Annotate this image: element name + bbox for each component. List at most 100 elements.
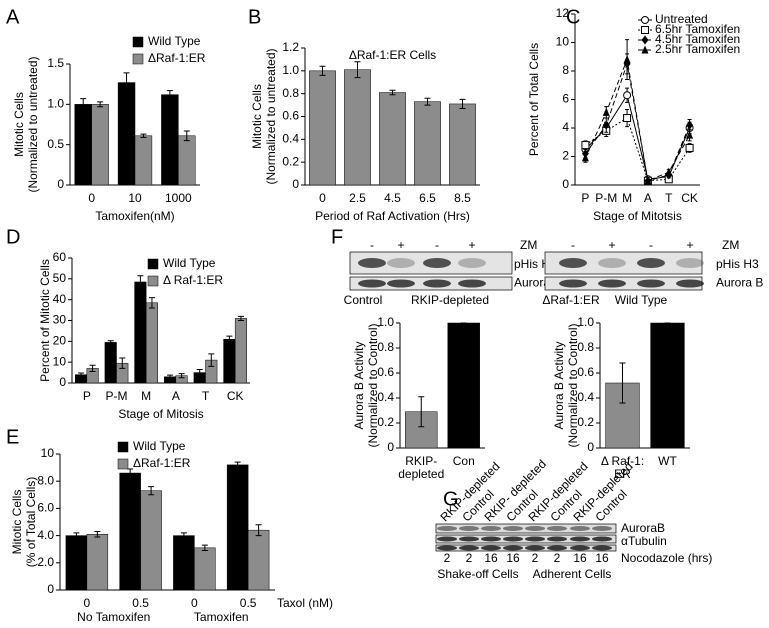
blot-band	[387, 258, 415, 268]
bar	[161, 94, 179, 186]
blot-band	[676, 279, 704, 288]
panel-letter: E	[6, 426, 19, 448]
x-tick-label: Con	[453, 454, 475, 468]
panel-letter: G	[443, 488, 459, 510]
error-bar	[123, 72, 130, 93]
bar	[91, 104, 109, 186]
y-tick-label: 8	[562, 63, 569, 77]
blot-band	[598, 279, 626, 288]
legend-swatch	[147, 258, 159, 270]
bar	[447, 322, 480, 449]
blot-band	[525, 536, 545, 542]
legend-label: Δ Raf-1:ER	[163, 273, 223, 287]
dose-label: 16	[506, 551, 520, 565]
y-tick-label: 0	[292, 177, 299, 191]
blot-band	[525, 545, 545, 551]
dose-label: 16	[595, 551, 609, 565]
legend-label: ΔRaf-1:ER	[133, 456, 191, 470]
bar	[119, 472, 141, 591]
x-tick-label: T	[202, 389, 210, 403]
bar	[74, 104, 92, 186]
error-bar	[80, 98, 87, 111]
marker	[623, 91, 632, 100]
dose-axis-label: Nocodazole (hrs)	[621, 551, 712, 565]
x-tick-label: ER	[614, 467, 631, 481]
y-tick-label: 0.8	[577, 340, 594, 354]
y-tick-label: 1.2	[282, 40, 299, 54]
marker	[644, 176, 652, 185]
x-tick-label: 0	[84, 596, 91, 610]
lane-sign: -	[571, 238, 575, 252]
y-tick-label: 6.0	[37, 501, 54, 515]
error-bar	[148, 297, 155, 309]
blot-band	[637, 279, 665, 288]
line	[585, 117, 690, 182]
legend-label: 2.5hr Tamoxifen	[655, 42, 740, 56]
blot-band	[598, 258, 626, 268]
bar	[414, 101, 441, 186]
bar	[140, 490, 162, 591]
blot-band	[437, 536, 457, 542]
x-tick-label: 0	[191, 596, 198, 610]
bar	[178, 135, 196, 186]
legend-label: Wild Type	[163, 256, 216, 270]
blot-band	[423, 258, 451, 268]
blot-band	[592, 536, 612, 542]
panel-letter: F	[331, 226, 343, 248]
x-tick-label: M	[622, 191, 632, 205]
panel-letter: C	[566, 6, 580, 28]
y-tick-label: 0.2	[282, 154, 299, 168]
error-bar	[208, 353, 215, 367]
y-tick-label: 2	[562, 149, 569, 163]
x-tick-label: 0	[88, 191, 95, 205]
row-label: Aurora B	[716, 276, 763, 290]
dose-label: 2	[532, 551, 539, 565]
x-tick-label: CK	[681, 191, 698, 205]
bar	[449, 103, 476, 186]
group-label: No Tamoxifen	[77, 610, 150, 624]
blot-band	[559, 258, 587, 268]
panel-letter: B	[248, 6, 261, 28]
blot-band	[458, 279, 486, 288]
error-bar	[167, 374, 174, 379]
legend-swatch	[132, 36, 144, 48]
dose-label: 2	[466, 551, 473, 565]
marker	[686, 120, 694, 130]
blot-band	[503, 545, 523, 551]
error-bar	[201, 544, 208, 552]
error-bar	[73, 532, 80, 539]
y-tick-label: 0.2	[377, 415, 394, 429]
blot-band	[570, 536, 590, 542]
x-tick-label: P	[581, 191, 589, 205]
y-tick-label: 1.0	[377, 315, 394, 329]
blot-band	[570, 526, 590, 531]
dose-label: 16	[484, 551, 498, 565]
marker	[581, 141, 590, 150]
x-tick-label: 8.5	[454, 191, 471, 205]
y-tick-label: 30	[53, 313, 67, 327]
blot-band	[358, 279, 386, 288]
blot-band	[676, 258, 704, 268]
legend-label: ΔRaf-1:ER	[148, 51, 206, 65]
x-tick-label: 0.5	[240, 596, 257, 610]
lane-sign: -	[370, 238, 374, 252]
dose-label: 16	[573, 551, 587, 565]
error-bar	[166, 90, 173, 100]
blot-band	[592, 545, 612, 551]
legend-label: 4.5hr Tamoxifen	[655, 32, 740, 46]
error-bar	[459, 98, 466, 110]
marker	[623, 114, 632, 123]
row-label: AuroraB	[621, 521, 665, 535]
y-tick-label: 12	[556, 6, 570, 20]
x-tick-label: Δ Raf-1:	[601, 454, 644, 468]
y-tick-label: 0	[47, 582, 54, 596]
y-tick-label: 0.4	[282, 132, 299, 146]
x-tick-label: 0.5	[132, 596, 149, 610]
y-axis-label: (Normalized to Control)	[566, 323, 580, 447]
error-bar	[237, 315, 244, 321]
bar	[134, 135, 153, 186]
x-tick-label: P	[83, 389, 91, 403]
group-label: ΔRaf-1:ER	[542, 293, 600, 307]
panel-letter: A	[6, 6, 20, 28]
blot-band	[387, 279, 415, 288]
